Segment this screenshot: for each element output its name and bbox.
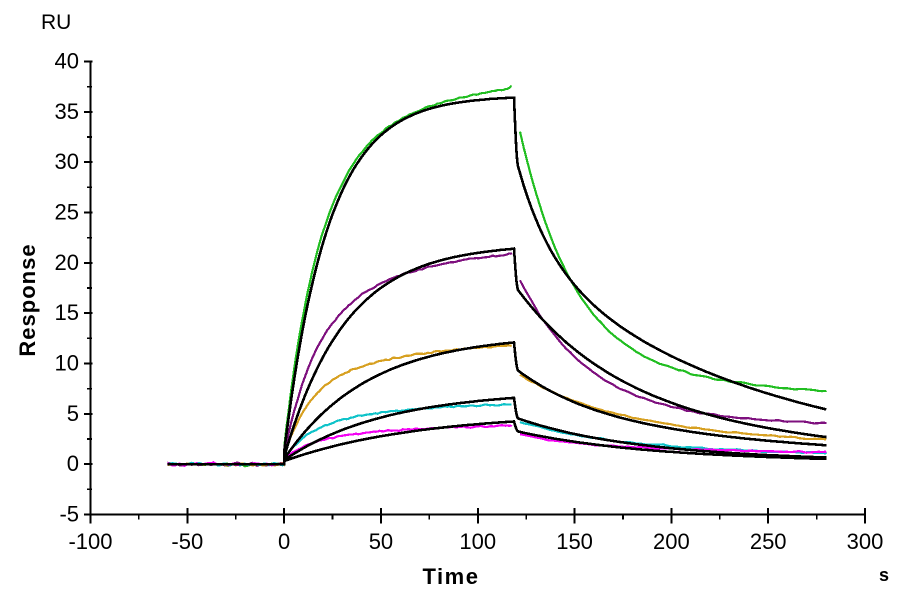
sensorgram-green — [167, 84, 512, 468]
x-tick-label: 200 — [653, 529, 690, 554]
sensorgram-cyan — [167, 403, 512, 467]
fit-green — [167, 96, 827, 466]
x-tick-label: 250 — [750, 529, 787, 554]
fit-purple — [167, 246, 827, 466]
fit-magenta — [167, 420, 827, 466]
y-tick-label: 15 — [55, 300, 79, 325]
x-tick-label: -100 — [68, 529, 112, 554]
fit-cyan — [167, 396, 827, 466]
y-tick-label: 40 — [55, 49, 79, 74]
sensorgram-purple — [167, 252, 513, 467]
y-tick-label: 20 — [55, 250, 79, 275]
x-tick-label: 300 — [847, 529, 884, 554]
y-axis-unit-label: RU — [41, 11, 72, 34]
x-tick-label: 100 — [459, 529, 496, 554]
sensorgram-purple — [519, 279, 827, 425]
y-tick-label: 25 — [55, 200, 79, 225]
x-tick-label: 150 — [556, 529, 593, 554]
x-axis-unit-label: s — [878, 565, 889, 585]
x-tick-label: 50 — [369, 529, 393, 554]
y-tick-label: 10 — [55, 351, 79, 376]
y-tick-label: -5 — [59, 502, 79, 527]
y-tick-label: 5 — [67, 401, 79, 426]
y-tick-label: 30 — [55, 149, 79, 174]
y-tick-label: 0 — [67, 451, 79, 476]
x-tick-label: -50 — [171, 529, 203, 554]
y-tick-label: 35 — [55, 99, 79, 124]
fit-orange — [167, 341, 827, 466]
y-axis-title: Response — [15, 243, 40, 357]
x-tick-label: 0 — [278, 529, 290, 554]
sensorgram-green — [518, 131, 828, 393]
x-axis-title: Time — [422, 564, 480, 589]
